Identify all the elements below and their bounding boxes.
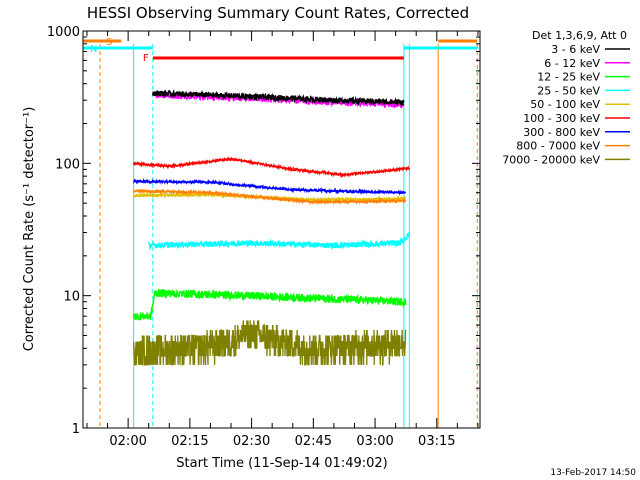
legend-entry-label: 100 - 300 keV — [523, 112, 600, 125]
x-tick-label: 03:15 — [418, 434, 455, 449]
series-line-100-300-kev — [132, 155, 411, 179]
timestamp: 13-Feb-2017 14:50 — [550, 468, 636, 478]
y-tick-label: 1000 — [47, 25, 80, 40]
plot-content: SN F — [83, 37, 478, 428]
series-line-3-6-kev — [152, 89, 405, 107]
plot-area: SN F — [83, 37, 478, 428]
y-tick-label: 10 — [63, 290, 80, 305]
series-line-7000-20000-kev — [132, 320, 407, 366]
x-tick-label: 02:45 — [295, 434, 332, 449]
chart-title: HESSI Observing Summary Count Rates, Cor… — [87, 4, 469, 22]
y-tick-label: 1 — [72, 422, 80, 437]
flag-label-s: S — [106, 37, 112, 48]
legend-entry-label: 12 - 25 keV — [537, 71, 600, 84]
legend-title: Det 1,3,6,9, Att 0 — [532, 29, 627, 42]
y-axis-label: Corrected Count Rate (s⁻¹ detector⁻¹) — [22, 107, 37, 352]
legend-entry-label: 50 - 100 keV — [530, 98, 600, 111]
y-tick-label: 100 — [55, 157, 80, 172]
legend-entry-label: 300 - 800 keV — [523, 126, 600, 139]
x-tick-label: 02:00 — [109, 434, 146, 449]
legend-entry-label: 25 - 50 keV — [537, 84, 600, 97]
legend-entry-label: 7000 - 20000 keV — [502, 153, 600, 166]
legend-entry-label: 6 - 12 keV — [544, 57, 600, 70]
x-tick-label: 02:30 — [233, 434, 270, 449]
plot-frame — [82, 30, 481, 429]
series-line-800-7000-kev — [132, 188, 407, 206]
series-line-25-50-kev — [148, 231, 411, 251]
flag-label-n: N — [90, 44, 97, 55]
x-tick-label: 03:00 — [356, 434, 393, 449]
axes: 1 10 100 1000 02:00 02:15 02:30 02:45 03:00 03:15 — [47, 25, 480, 449]
series-line-12-25-kev — [132, 288, 407, 321]
x-axis-label: Start Time (11-Sep-14 01:49:02) — [176, 456, 387, 471]
legend-entry-label: 3 - 6 keV — [551, 43, 600, 56]
x-tick-label: 02:15 — [171, 434, 208, 449]
series-line-300-800-kev — [132, 177, 407, 196]
legend-entry-label: 800 - 7000 keV — [516, 140, 600, 153]
flag-label-f: F — [143, 53, 149, 64]
